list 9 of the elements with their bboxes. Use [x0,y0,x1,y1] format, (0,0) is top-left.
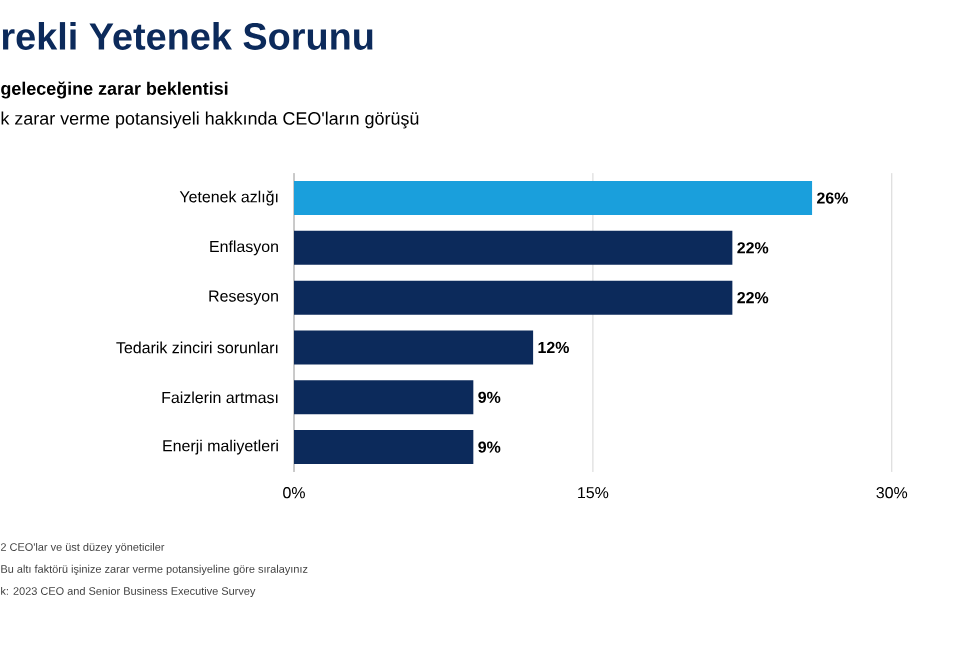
bar [294,430,474,465]
chart-title: rekli Yetenek Sorunu [2,22,373,50]
bar [294,380,474,415]
bar [294,280,733,315]
bar [294,230,733,265]
bar [294,181,813,216]
text: k zarar verme potansiyeli hakkında CEO'ların görüşü [1,111,419,129]
bar [294,330,534,365]
text: geleceğine zarar beklentisi [1,81,228,99]
